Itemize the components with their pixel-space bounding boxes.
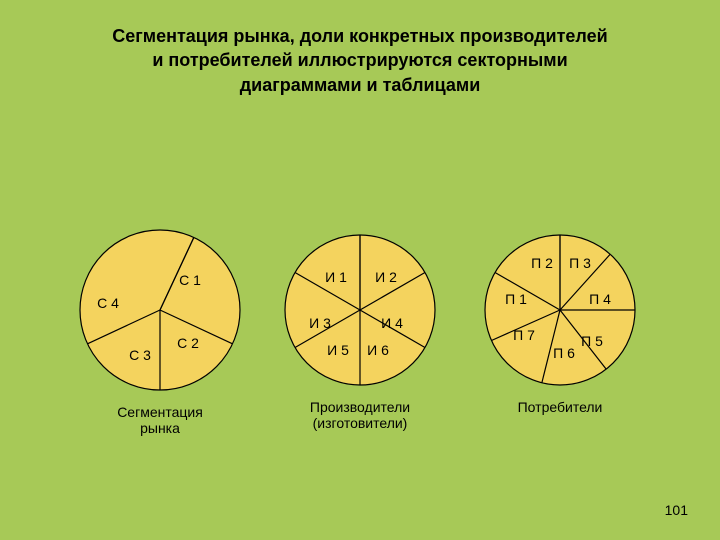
slice-label: И 4	[381, 315, 403, 331]
slice-label: С 2	[177, 335, 199, 351]
slice-label: П 6	[553, 345, 575, 361]
slice-label: И 6	[367, 342, 389, 358]
slice-label: И 1	[325, 269, 347, 285]
caption-consumers: Потребители	[470, 399, 650, 415]
slice-label: И 2	[375, 269, 397, 285]
slide: Сегментация рынка, доли конкретных произ…	[0, 0, 720, 540]
slice-label: П 7	[513, 327, 535, 343]
page-number: 101	[665, 502, 688, 518]
slice-label: П 5	[581, 333, 603, 349]
slice-label: С 4	[97, 295, 119, 311]
slice-label: П 3	[569, 255, 591, 271]
caption-producers: Производители(изготовители)	[270, 399, 450, 431]
slice-label: С 3	[129, 347, 151, 363]
slice-label: И 3	[309, 315, 331, 331]
slice-label: С 1	[179, 272, 201, 288]
slice-label: П 2	[531, 255, 553, 271]
slice-label: И 5	[327, 342, 349, 358]
caption-segmentation: Сегментациярынка	[70, 404, 250, 436]
pie-charts-svg: С 1 С 2 С 3 С 4 И 1 И 2 И 4 И 6 И 5 И 3 П 2 П 3 П 4 П…	[0, 0, 720, 540]
slice-label: П 4	[589, 291, 611, 307]
slice-label: П 1	[505, 291, 527, 307]
